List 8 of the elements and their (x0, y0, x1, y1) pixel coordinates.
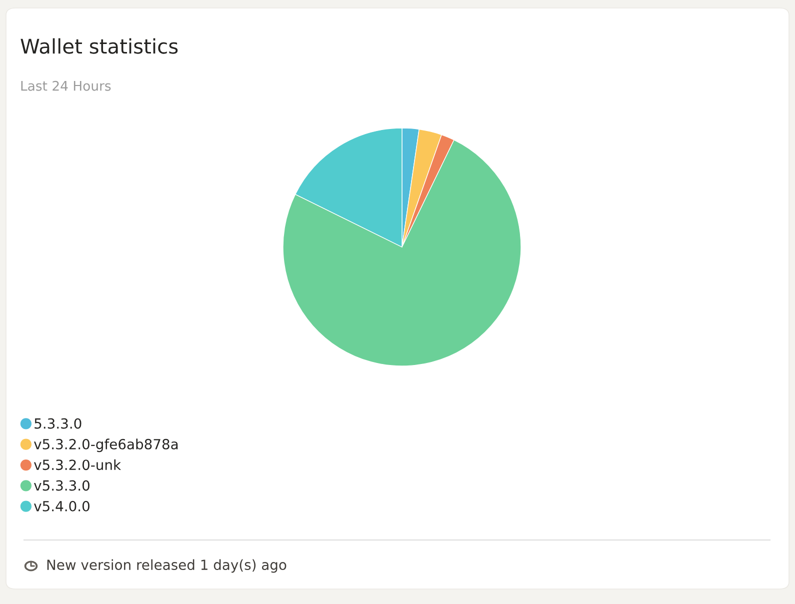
chart-subtitle: Last 24 Hours (21, 80, 111, 91)
text: New version released 1 day(s) ago (47, 559, 286, 573)
legend-label: v5.3.3.0 (34, 480, 90, 491)
legend-label: v5.3.2.0-gfe6ab878a (34, 438, 178, 452)
chart-title: Wallet statistics (20, 38, 178, 54)
legend-label: v5.3.2.0-unk (34, 459, 122, 470)
legend-label: 5.3.3.0 (34, 418, 82, 429)
legend-label: v5.4.0.0 (34, 500, 90, 512)
